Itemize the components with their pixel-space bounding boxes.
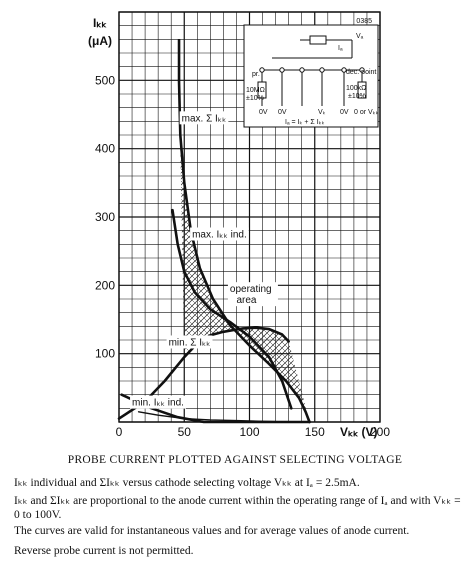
x-tick-label: 150 <box>305 425 325 439</box>
inset-label: 0 or Vₖₖ <box>354 109 379 116</box>
inset-label: 100kΩ <box>346 85 366 92</box>
inset-resistor-right <box>357 81 367 99</box>
curve-label-0: max. Σ Iₖₖ <box>182 113 227 124</box>
y-tick-label: 200 <box>95 278 115 292</box>
description-line-4: Reverse probe current is not permitted. <box>14 545 194 557</box>
curve-2 <box>117 326 290 420</box>
operating-area-label-bg <box>227 282 278 307</box>
inset-node <box>319 67 325 73</box>
y-tick-label: 400 <box>95 142 115 156</box>
inset-label: ±10% <box>246 95 264 102</box>
curve-label-1: max. Iₖₖ ind. <box>192 230 247 241</box>
axis-ticks: 0 50 100 150 200 100 200 300 400 500 Iₖₖ (μA) Vₖₖ (V… <box>88 16 390 439</box>
inset-label: 0V <box>278 109 287 116</box>
inset-node <box>299 67 305 73</box>
y-tick-label: 300 <box>95 210 115 224</box>
inset-node <box>359 67 365 73</box>
probe-current-chart: 0 50 100 150 200 100 200 300 400 500 Iₖₖ (μA) Vₖₖ (V… <box>88 11 390 439</box>
inset-label: dec. point <box>346 69 376 76</box>
y-tick-label: 100 <box>95 347 115 361</box>
inset-label: ±10% <box>348 93 366 100</box>
inset-node <box>341 67 347 73</box>
operating-area-label-1: operating <box>230 284 272 295</box>
inset-node <box>279 67 285 73</box>
inset-label: Iₐ = Iₖ + Σ Iₖₖ <box>285 119 325 126</box>
x-tick-label: 0 <box>116 425 123 439</box>
operating-area-hatch <box>179 80 310 422</box>
x-tick-label: 200 <box>370 425 390 439</box>
curve-label-2: min. Σ Iₖₖ <box>169 337 211 348</box>
curve-label-bg <box>166 335 213 349</box>
curve-4 <box>137 411 311 423</box>
description-line-1: Iₖₖ individual and ΣIₖₖ versus cathode s… <box>14 477 360 489</box>
x-tick-label: 50 <box>178 425 192 439</box>
curve-labels: max. Σ Iₖₖ max. Iₖₖ ind. min. Σ Iₖₖ min. Iₖ… <box>130 18 372 409</box>
y-axis-title: Iₖₖ <box>93 16 107 30</box>
inset-label: Iₐ <box>338 45 343 52</box>
figure-code: 0385 <box>356 18 372 25</box>
inset-label: Vₖ <box>318 109 326 116</box>
curve-label-3: min. Iₖₖ ind. <box>132 398 184 409</box>
description-line-2: Iₖₖ and ΣIₖₖ are proportional to the ano… <box>14 495 461 521</box>
operating-area-label-2: area <box>236 295 256 306</box>
description-line-3: The curves are valid for instantaneous v… <box>14 525 410 537</box>
inset-label: pr. <box>252 71 260 78</box>
chart-curves <box>117 39 311 424</box>
y-axis-unit: (μA) <box>88 34 112 48</box>
y-tick-label: 500 <box>95 73 115 87</box>
inset-node <box>259 67 265 73</box>
x-tick-label: 100 <box>239 425 259 439</box>
chart-caption: PROBE CURRENT PLOTTED AGAINST SELECTING … <box>67 454 403 466</box>
x-axis-title: Vₖₖ (V) <box>340 425 378 439</box>
inset-label: Vₐ <box>356 33 364 40</box>
inset-label: 10MΩ <box>246 87 265 94</box>
curve-label-bg <box>190 227 249 241</box>
inset-resistor-left <box>257 81 267 99</box>
inset-label: 0V <box>259 109 268 116</box>
inset-label: 0V <box>340 109 349 116</box>
curve-label-bg <box>179 111 229 125</box>
inset-resistor-top <box>309 35 327 45</box>
curve-label-bg <box>130 395 186 409</box>
curve-1 <box>171 208 293 410</box>
curve-0 <box>177 79 311 424</box>
